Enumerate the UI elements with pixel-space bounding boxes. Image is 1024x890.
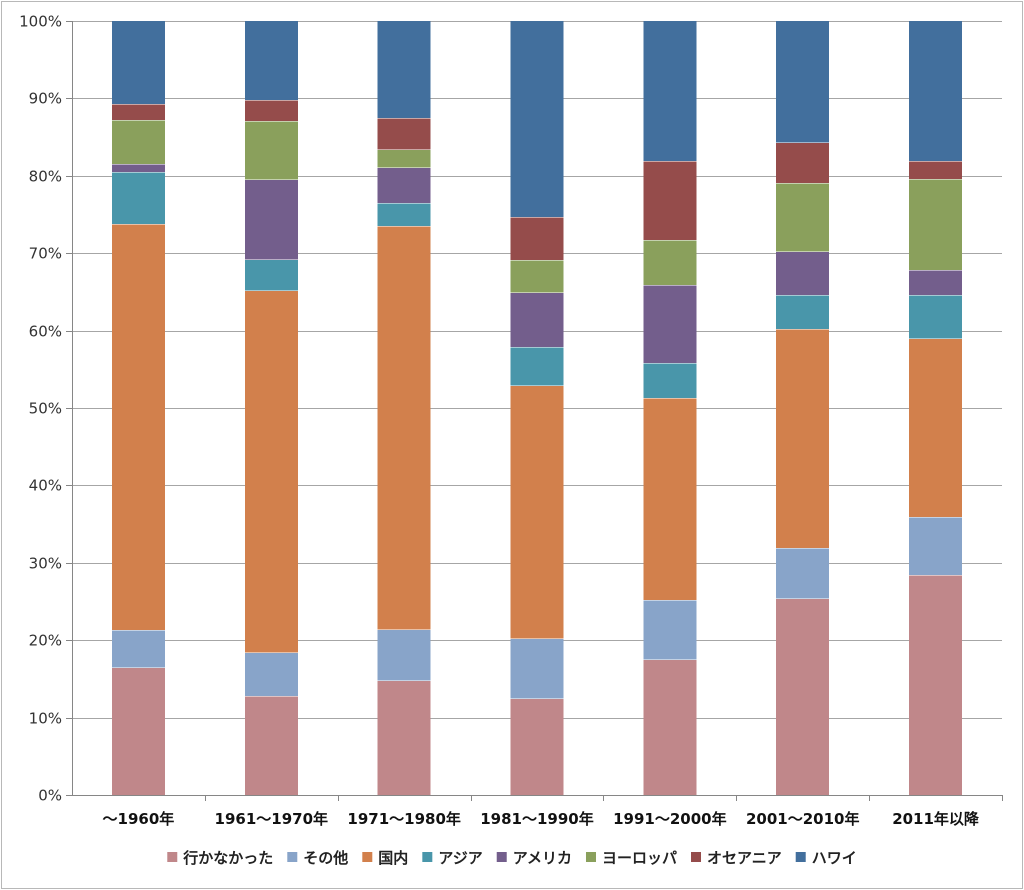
y-tick-label: 60% bbox=[29, 323, 62, 341]
bar-segment bbox=[510, 292, 564, 347]
bar-segment bbox=[377, 117, 431, 150]
y-tick-label: 10% bbox=[29, 710, 62, 728]
legend-label: アメリカ bbox=[513, 849, 572, 867]
bar-segment bbox=[244, 695, 298, 795]
x-tick-label: 2001～2010年 bbox=[746, 810, 860, 828]
bar-segment bbox=[909, 338, 963, 518]
bar-segment bbox=[510, 216, 564, 261]
y-tick-label: 30% bbox=[29, 555, 62, 573]
bar-segment bbox=[111, 630, 165, 668]
bar-segment bbox=[643, 599, 697, 660]
bar-segment bbox=[643, 397, 697, 600]
x-tick-label: ～1960年 bbox=[103, 810, 175, 828]
legend-label: 行かなかった bbox=[182, 849, 273, 867]
y-tick-label: 70% bbox=[29, 245, 62, 263]
legend-label: その他 bbox=[303, 849, 348, 867]
bar-segment bbox=[909, 517, 963, 576]
legend-label: ハワイ bbox=[812, 849, 857, 867]
x-tick-label: 1981～1990年 bbox=[480, 810, 594, 828]
bar-segment bbox=[909, 575, 963, 795]
bar-segment bbox=[776, 598, 830, 795]
bar-segment bbox=[510, 260, 564, 293]
bar-segment bbox=[244, 290, 298, 653]
y-tick-label: 50% bbox=[29, 400, 62, 418]
y-tick-label: 80% bbox=[29, 168, 62, 186]
bar-segment bbox=[776, 251, 830, 295]
y-tick-label: 90% bbox=[29, 90, 62, 108]
legend-label: ヨーロッパ bbox=[602, 849, 677, 867]
bar-segment bbox=[111, 171, 165, 224]
bar-segment bbox=[909, 178, 963, 271]
bar-segment bbox=[111, 164, 165, 172]
bar-segment bbox=[111, 667, 165, 795]
bar-segment bbox=[377, 629, 431, 681]
bar-segment bbox=[909, 294, 963, 339]
bar-segment bbox=[643, 21, 697, 162]
y-tick-label: 40% bbox=[29, 477, 62, 495]
legend-swatch bbox=[167, 852, 178, 862]
bar-segment bbox=[111, 103, 165, 121]
bar-segment bbox=[377, 680, 431, 795]
x-tick-label: 2011年以降 bbox=[892, 810, 980, 828]
bar-segment bbox=[111, 120, 165, 165]
bar-segment bbox=[510, 21, 564, 217]
legend-label: 国内 bbox=[378, 849, 408, 867]
bar-segment bbox=[909, 21, 963, 162]
bar-segment bbox=[377, 149, 431, 168]
bar-segment bbox=[244, 259, 298, 291]
bar-segment bbox=[377, 202, 431, 227]
legend-swatch bbox=[287, 852, 298, 862]
bar-segment bbox=[510, 698, 564, 795]
bar-segment bbox=[244, 179, 298, 260]
bar-segment bbox=[776, 182, 830, 252]
x-tick-label: 1961～1970年 bbox=[215, 810, 329, 828]
bar-segment bbox=[377, 21, 431, 118]
y-tick-label: 0% bbox=[38, 787, 62, 805]
legend-swatch bbox=[496, 852, 507, 862]
bar-segment bbox=[643, 659, 697, 795]
bar-segment bbox=[909, 270, 963, 295]
bar-segment bbox=[510, 385, 564, 639]
bar-segment bbox=[909, 161, 963, 179]
bar-segment bbox=[111, 21, 165, 104]
legend-swatch bbox=[795, 852, 806, 862]
bar-segment bbox=[643, 161, 697, 241]
bar-segment bbox=[776, 329, 830, 549]
x-tick-label: 1971～1980年 bbox=[347, 810, 461, 828]
bar-segment bbox=[776, 142, 830, 183]
y-tick-label: 20% bbox=[29, 632, 62, 650]
bar-segment bbox=[377, 167, 431, 203]
legend-swatch bbox=[422, 852, 433, 862]
bar-segment bbox=[111, 223, 165, 631]
legend-swatch bbox=[691, 852, 702, 862]
bar-segment bbox=[776, 21, 830, 143]
bar-segment bbox=[776, 294, 830, 330]
bar-segment bbox=[643, 363, 697, 398]
bar-segment bbox=[510, 346, 564, 386]
bar-segment bbox=[776, 548, 830, 599]
bar-segment bbox=[244, 120, 298, 180]
bar-segment bbox=[510, 638, 564, 699]
x-tick-label: 1991～2000年 bbox=[613, 810, 727, 828]
legend-swatch bbox=[585, 852, 596, 862]
bar-segment bbox=[377, 226, 431, 630]
bar-segment bbox=[244, 99, 298, 121]
legend-swatch bbox=[362, 852, 373, 862]
legend-label: アジア bbox=[438, 849, 482, 867]
bar-segment bbox=[244, 652, 298, 696]
bar-segment bbox=[643, 240, 697, 285]
y-tick-label: 100% bbox=[19, 13, 62, 31]
bar-segment bbox=[643, 284, 697, 364]
legend-label: オセアニア bbox=[707, 849, 782, 867]
bar-segment bbox=[244, 21, 298, 100]
